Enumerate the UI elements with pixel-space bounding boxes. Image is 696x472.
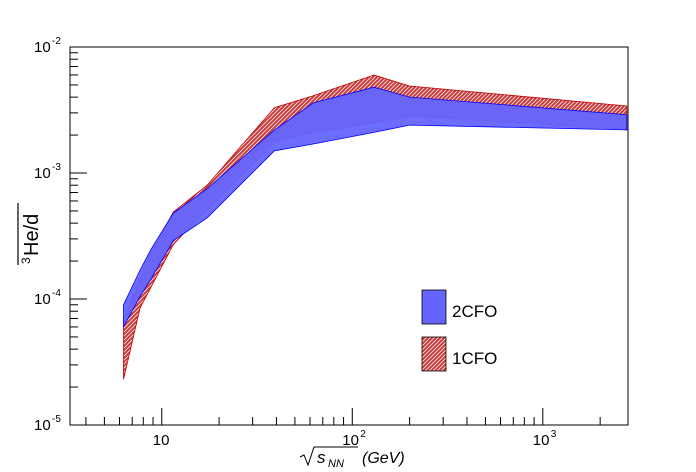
y-tick-label-exp: -5	[52, 414, 61, 425]
legend-swatch-2cfo	[421, 289, 447, 325]
x-axis-title-unit: (GeV)	[362, 450, 405, 467]
y-axis-title-super: 3	[19, 257, 33, 264]
legend-label-2cfo: 2CFO	[452, 302, 497, 321]
legend: 2CFO 1CFO	[421, 289, 497, 372]
y-tick-label-exp: -2	[52, 36, 61, 47]
x-axis-title-var: s	[317, 448, 326, 467]
legend-swatch-1cfo	[421, 336, 447, 372]
sqrt-symbol	[299, 446, 358, 467]
y-tick-label-exp: -4	[52, 288, 61, 299]
y-tick-label: 10	[34, 39, 51, 56]
band-2cfo	[123, 86, 628, 328]
plot-frame	[69, 46, 629, 426]
legend-label-1cfo: 1CFO	[452, 349, 497, 368]
x-tick-label-exp: 2	[360, 429, 366, 440]
y-tick-label: 10	[34, 291, 51, 308]
x-tick-label: 10	[533, 432, 550, 449]
x-axis-ticks: 10 10 2 10 3	[85, 408, 601, 449]
y-axis-ticks: 10-510-410-310-2	[34, 36, 87, 434]
y-tick-label: 10	[34, 165, 51, 182]
x-tick-label-exp: 3	[551, 429, 557, 440]
x-axis-title: s NN (GeV)	[299, 446, 405, 470]
y-axis-title-main: He/d	[21, 214, 43, 256]
data-bands	[123, 74, 628, 380]
y-tick-label-exp: -3	[52, 162, 61, 173]
x-tick-label: 10	[153, 432, 170, 449]
y-tick-label: 10	[34, 417, 51, 434]
x-axis-title-sub: NN	[328, 458, 344, 470]
y-axis-title: 3 He/d	[17, 203, 43, 265]
x-tick-label: 10	[342, 432, 359, 449]
